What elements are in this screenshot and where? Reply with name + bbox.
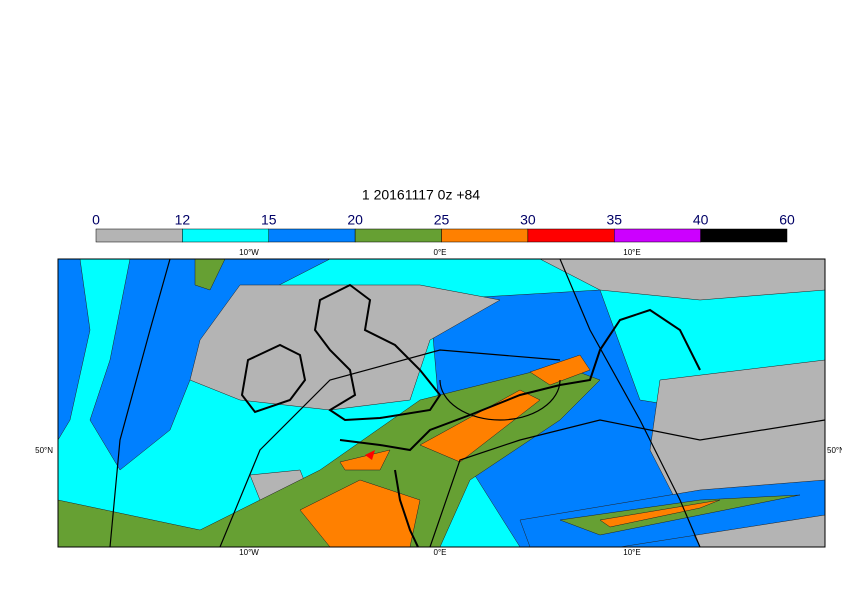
field-orange: [599, 499, 721, 528]
field-gray: [189, 284, 501, 411]
coast-biscay: [394, 469, 419, 547]
lat-label: 50°N: [827, 446, 842, 455]
legend-box: [614, 228, 701, 243]
field-orange: [299, 479, 421, 547]
coast-ireland: [240, 343, 307, 414]
legend-label: 12: [175, 212, 191, 228]
legend-box: [527, 228, 615, 243]
legend: 0 12 15 20 25 30 35 40 60: [92, 212, 795, 243]
lon-label: 0°E: [434, 248, 447, 257]
field-orange: [529, 354, 591, 386]
lon-label: 10°W: [239, 548, 259, 557]
map-field: [58, 259, 825, 547]
title: 1 20161117 0z +84: [362, 187, 480, 203]
lon-label: 10°E: [623, 248, 640, 257]
borders: [109, 259, 825, 547]
field-green: [58, 364, 601, 547]
legend-label: 20: [347, 212, 363, 228]
legend-label: 25: [434, 212, 450, 228]
legend-label: 35: [606, 212, 622, 228]
legend-label: 40: [693, 212, 709, 228]
lon-label: 10°E: [623, 548, 640, 557]
legend-box: [700, 228, 788, 243]
field-gray: [539, 259, 825, 301]
legend-box: [95, 228, 183, 243]
legend-box: [441, 228, 529, 243]
field-blue: [89, 259, 331, 471]
field-blue: [58, 259, 91, 441]
legend-label: 0: [92, 212, 100, 228]
graticule-labels: 10°W 0°E 10°E 10°W 0°E 10°E 50°N 50°N: [35, 248, 842, 557]
lon-label: 0°E: [434, 548, 447, 557]
legend-box: [182, 228, 269, 243]
field-red: [365, 450, 375, 460]
lat-label: 50°N: [35, 446, 53, 455]
legend-label: 30: [520, 212, 536, 228]
map-frame: [57, 258, 826, 548]
legend-label: 15: [261, 212, 277, 228]
legend-label: 60: [779, 212, 795, 228]
coast-britain: [313, 283, 442, 422]
lon-label: 10°W: [239, 248, 259, 257]
legend-box: [268, 228, 356, 243]
field-green: [194, 259, 226, 291]
legend-box: [354, 228, 442, 243]
